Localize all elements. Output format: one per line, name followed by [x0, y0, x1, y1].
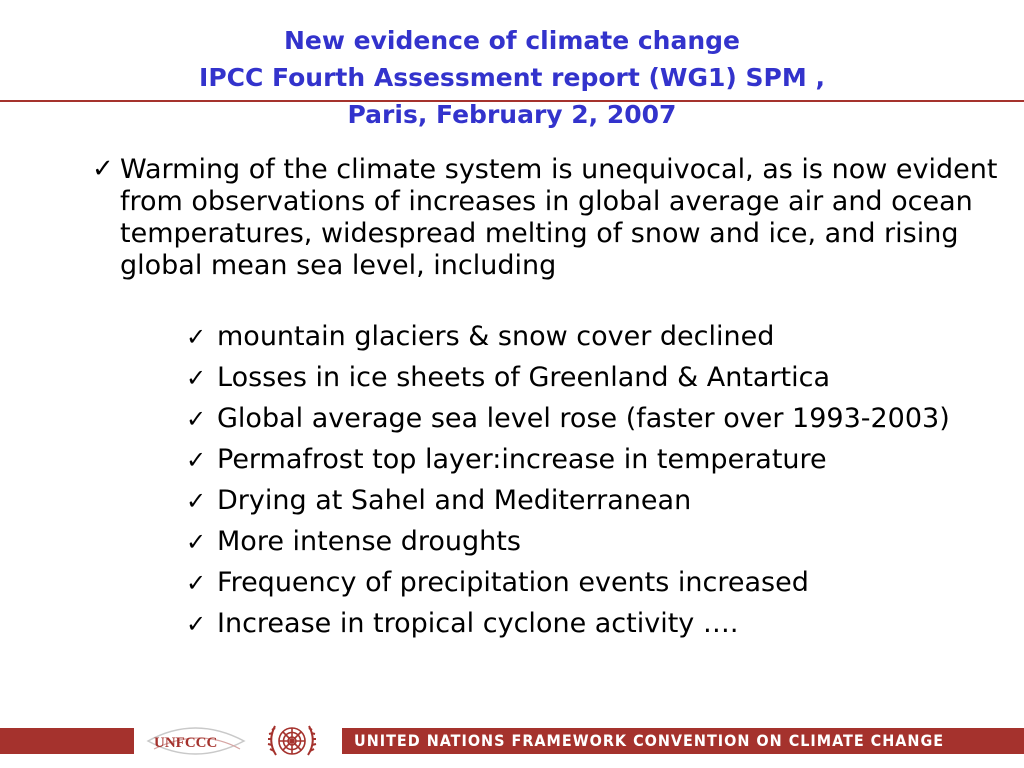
un-emblem-icon — [267, 725, 317, 756]
checkmark-icon: ✓ — [186, 569, 207, 597]
footer-banner: UNFCCC UNITED NATIONS FRAMEWORK CONVENTI… — [0, 715, 1024, 768]
sub-bullet-text: Losses in ice sheets of Greenland & Anta… — [217, 362, 831, 393]
unfccc-logo: UNFCCC — [146, 727, 246, 755]
sub-bullet: ✓ Frequency of precipitation events incr… — [186, 567, 1016, 599]
checkmark-icon: ✓ — [92, 154, 114, 184]
sub-bullet: ✓ Global average sea level rose (faster … — [186, 403, 1016, 435]
title-line-3: Paris, February 2, 2007 — [347, 100, 677, 129]
sub-bullet-text: Increase in tropical cyclone activity …. — [217, 608, 739, 639]
checkmark-icon: ✓ — [186, 323, 207, 351]
title-line-1: New evidence of climate change — [283, 26, 740, 55]
footer-stripe-left — [0, 728, 134, 754]
title-line-2: IPCC Fourth Assessment report (WG1) SPM … — [199, 63, 825, 92]
title-divider — [0, 100, 1024, 102]
main-bullet-text: Warming of the climate system is unequiv… — [120, 154, 998, 281]
checkmark-icon: ✓ — [186, 610, 207, 638]
sub-bullet: ✓ Increase in tropical cyclone activity … — [186, 608, 1016, 640]
sub-bullet-text: Drying at Sahel and Mediterranean — [217, 485, 692, 516]
sub-bullet-text: More intense droughts — [217, 526, 521, 557]
sub-bullet: ✓ mountain glaciers & snow cover decline… — [186, 321, 1016, 353]
sub-bullet: ✓ Drying at Sahel and Mediterranean — [186, 485, 1016, 517]
sub-bullet-text: mountain glaciers & snow cover declined — [217, 321, 775, 352]
footer-stripe-right — [342, 728, 1024, 754]
checkmark-icon: ✓ — [186, 487, 207, 515]
slide-title: New evidence of climate change IPCC Four… — [0, 22, 1024, 133]
sub-bullet-text: Global average sea level rose (faster ov… — [217, 403, 950, 434]
checkmark-icon: ✓ — [186, 364, 207, 392]
checkmark-icon: ✓ — [186, 446, 207, 474]
sub-bullet-list: ✓ mountain glaciers & snow cover decline… — [186, 321, 1016, 649]
sub-bullet: ✓ More intense droughts — [186, 526, 1016, 558]
unfccc-logo-text: UNFCCC — [154, 735, 217, 751]
checkmark-icon: ✓ — [186, 528, 207, 556]
sub-bullet: ✓ Permafrost top layer:increase in tempe… — [186, 444, 1016, 476]
sub-bullet: ✓ Losses in ice sheets of Greenland & An… — [186, 362, 1016, 394]
sub-bullet-text: Permafrost top layer:increase in tempera… — [217, 444, 827, 475]
checkmark-icon: ✓ — [186, 405, 207, 433]
sub-bullet-text: Frequency of precipitation events increa… — [217, 567, 809, 598]
footer-banner-text: UNITED NATIONS FRAMEWORK CONVENTION ON C… — [354, 731, 945, 750]
